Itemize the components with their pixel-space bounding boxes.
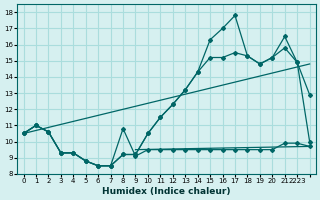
X-axis label: Humidex (Indice chaleur): Humidex (Indice chaleur) — [102, 187, 231, 196]
